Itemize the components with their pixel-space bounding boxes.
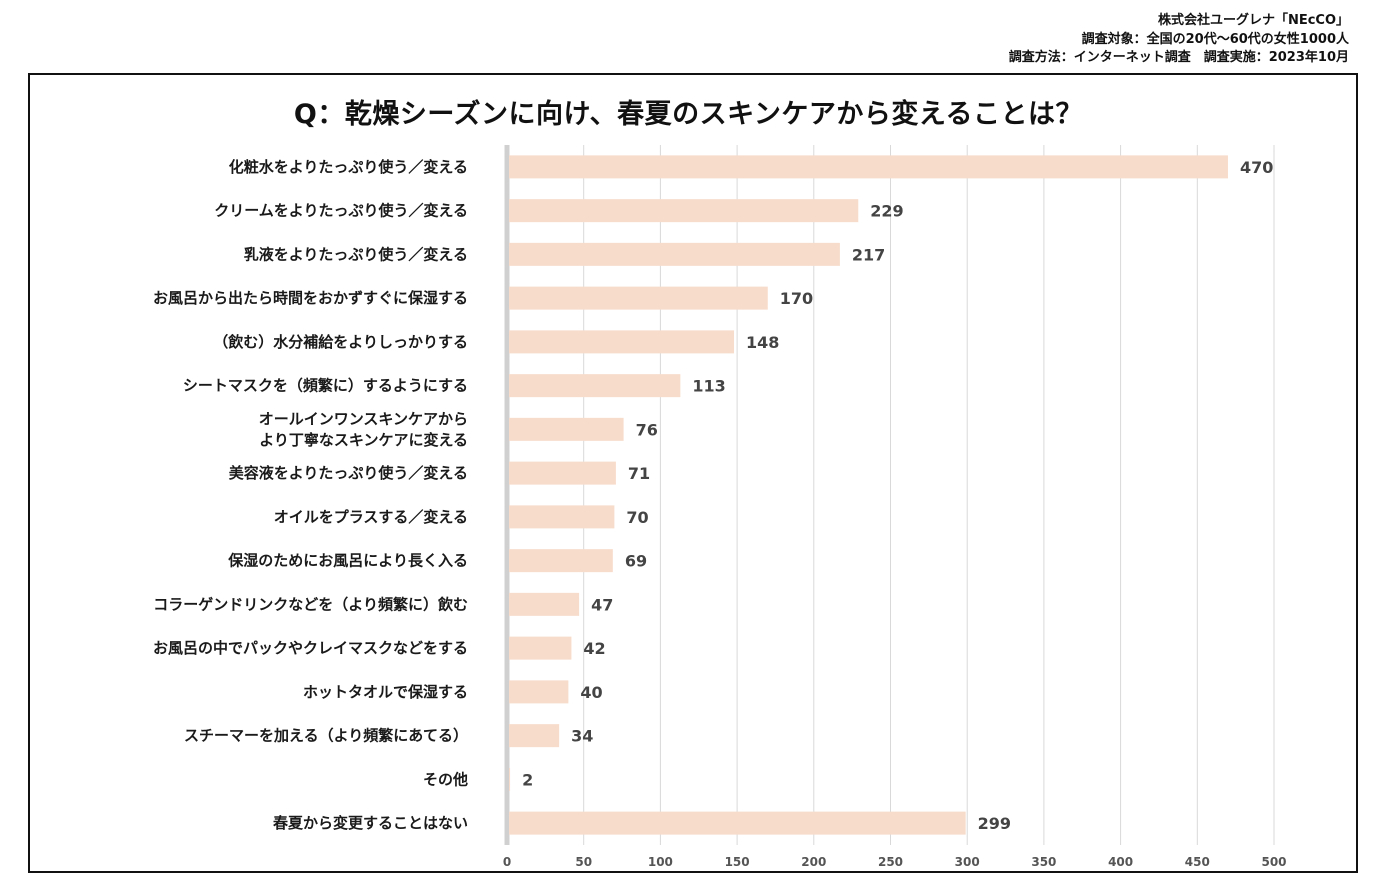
x-tick-label: 150 <box>725 855 750 869</box>
x-tick-label: 400 <box>1108 855 1133 869</box>
value-label: 69 <box>625 552 647 571</box>
value-label: 170 <box>780 289 813 308</box>
x-tick-label: 250 <box>878 855 903 869</box>
bar <box>509 242 840 266</box>
value-label: 470 <box>1240 158 1273 177</box>
value-label: 40 <box>580 683 602 702</box>
category-label: コラーゲンドリンクなどを（より頻繁に）飲む <box>153 595 468 613</box>
bar <box>509 155 1228 179</box>
category-label: お風呂の中でパックやクレイマスクなどをする <box>153 639 468 657</box>
source-target: 調査対象：全国の20代～60代の女性1000人 <box>1081 31 1349 47</box>
category-label: 乳液をよりたっぷり使う／変える <box>244 245 468 263</box>
value-label: 76 <box>636 420 658 439</box>
bar <box>509 461 616 485</box>
bar <box>509 286 768 310</box>
category-label: シートマスクを（頻繁に）するようにする <box>183 377 468 395</box>
value-label: 70 <box>626 508 648 527</box>
category-label: クリームをよりたっぷり使う／変える <box>214 202 468 220</box>
source-company: 株式会社ユーグレナ「NEcCO」 <box>1157 13 1349 28</box>
value-label: 217 <box>852 245 885 264</box>
x-tick-label: 300 <box>955 855 980 869</box>
category-label: お風呂から出たら時間をおかずすぐに保湿する <box>153 289 468 307</box>
bar <box>509 636 572 660</box>
category-label: スチーマーを加える（より頻繁にあてる） <box>184 727 468 745</box>
x-tick-label: 450 <box>1185 855 1210 869</box>
category-label: ホットタオルで保湿する <box>303 683 468 701</box>
chart-title: Q：乾燥シーズンに向け、春夏のスキンケアから変えることは？ <box>293 99 1084 130</box>
category-label: 保湿のためにお風呂により長く入る <box>227 552 468 570</box>
bar <box>509 549 613 573</box>
category-label: 美容液をよりたっぷり使う／変える <box>229 464 468 482</box>
value-label: 113 <box>692 377 725 396</box>
category-label: その他 <box>423 770 468 788</box>
x-tick-label: 100 <box>648 855 673 869</box>
bar <box>509 330 735 354</box>
bar <box>509 724 560 748</box>
x-tick-label: 500 <box>1261 855 1286 869</box>
category-label: オールインワンスキンケアからより丁寧なスキンケアに変える <box>259 410 468 449</box>
category-label: 化粧水をよりたっぷり使う／変える <box>229 158 468 176</box>
bar <box>509 199 859 223</box>
category-label: オイルをプラスする／変える <box>274 508 468 526</box>
value-label: 71 <box>628 464 650 483</box>
value-label: 229 <box>870 202 903 221</box>
x-tick-label: 50 <box>575 855 592 869</box>
x-tick-label: 350 <box>1031 855 1056 869</box>
bar <box>509 680 569 704</box>
bar <box>509 592 580 616</box>
source-method: 調査方法：インターネット調査 調査実施：2023年10月 <box>1008 50 1349 65</box>
bar <box>509 811 966 835</box>
value-label: 42 <box>583 639 605 658</box>
bar <box>509 374 681 398</box>
category-label: 春夏から変更することはない <box>273 814 468 832</box>
value-label: 47 <box>591 595 613 614</box>
survey-source: 株式会社ユーグレナ「NEcCO」 調査対象：全国の20代～60代の女性1000人… <box>1009 12 1349 68</box>
value-label: 2 <box>522 770 533 789</box>
x-tick-label: 0 <box>503 855 511 869</box>
bar <box>509 505 615 529</box>
value-label: 34 <box>571 727 593 746</box>
value-label: 148 <box>746 333 779 352</box>
bar <box>509 417 624 441</box>
value-label: 299 <box>978 814 1011 833</box>
bar <box>509 767 511 791</box>
category-label: （飲む）水分補給をよりしっかりする <box>213 333 468 351</box>
chart-frame <box>28 73 1358 873</box>
x-tick-label: 200 <box>801 855 826 869</box>
